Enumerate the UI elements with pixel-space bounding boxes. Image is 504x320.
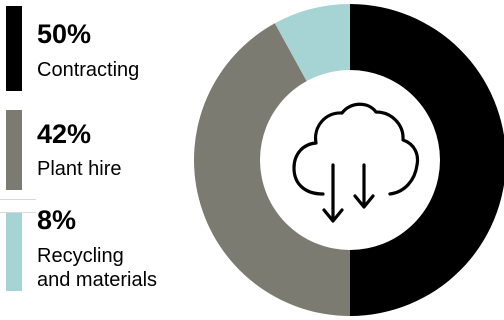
- legend-divider: [0, 199, 36, 213]
- legend-value-recycling: 8%: [37, 205, 77, 235]
- legend-value-plant-hire: 42%: [37, 119, 92, 149]
- legend-label-recycling-line2: and materials: [37, 269, 158, 291]
- legend-swatch-plant-hire: [6, 110, 22, 190]
- donut-chart: [194, 4, 504, 317]
- cloud-download-icon: [292, 102, 420, 223]
- donut-hole: [260, 70, 440, 250]
- legend-swatch-contracting: [6, 6, 22, 91]
- legend-label-plant-hire: Plant hire: [37, 158, 122, 180]
- legend-swatch-recycling: [6, 213, 22, 291]
- legend-label-recycling-line1: Recycling: [37, 245, 124, 267]
- legend-label-contracting: Contracting: [37, 59, 140, 81]
- legend-value-contracting: 50%: [37, 19, 92, 49]
